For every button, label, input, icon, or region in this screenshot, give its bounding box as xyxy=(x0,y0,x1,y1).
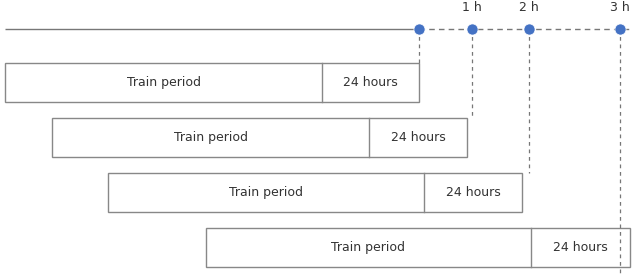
Text: 2 h: 2 h xyxy=(519,1,538,14)
Text: Train period: Train period xyxy=(174,131,248,144)
Text: 1 h: 1 h xyxy=(462,1,481,14)
Text: 24 hours: 24 hours xyxy=(445,186,500,199)
Text: 24 hours: 24 hours xyxy=(390,131,445,144)
Text: 24 hours: 24 hours xyxy=(343,76,398,89)
Text: Train period: Train period xyxy=(332,241,405,254)
Bar xyxy=(5,63,419,102)
Bar xyxy=(108,173,522,212)
Text: 24 hours: 24 hours xyxy=(553,241,608,254)
Bar xyxy=(206,228,630,267)
Text: 3 h: 3 h xyxy=(611,1,630,14)
Text: Train period: Train period xyxy=(127,76,200,89)
Text: Train period: Train period xyxy=(229,186,303,199)
Bar xyxy=(52,118,467,157)
